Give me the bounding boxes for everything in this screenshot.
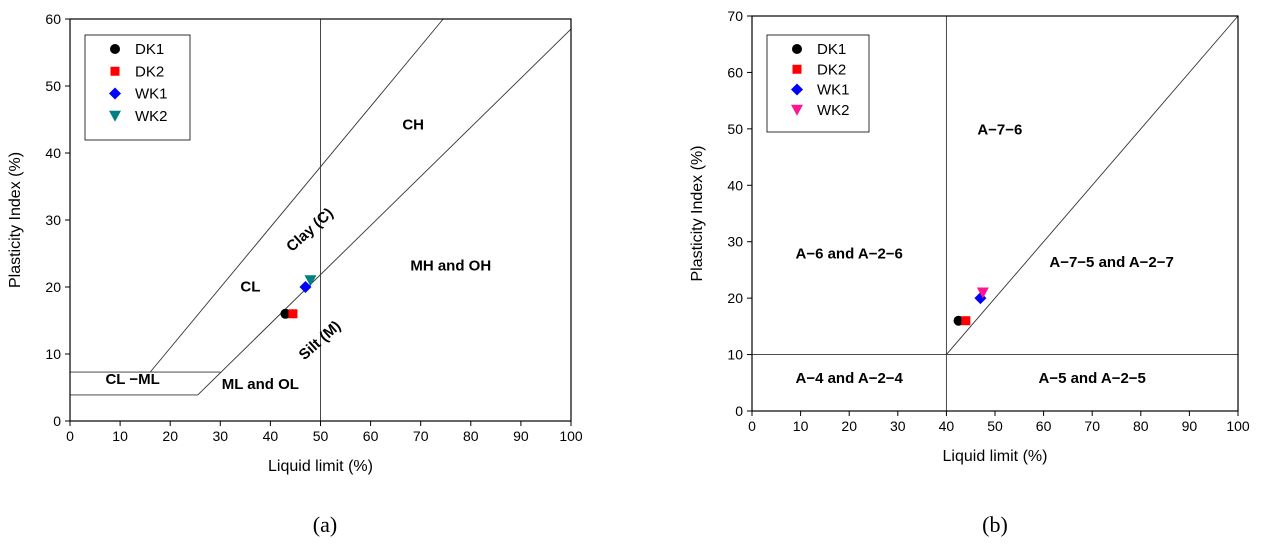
y-tick-label: 10 xyxy=(727,347,743,363)
y-axis-label: Plasticity Index (%) xyxy=(7,152,24,288)
panel-caption: (b) xyxy=(982,512,1008,537)
legend-marker xyxy=(109,87,121,100)
y-tick-label: 30 xyxy=(45,212,61,228)
data-point xyxy=(976,287,989,299)
data-point xyxy=(288,309,298,319)
y-tick-label: 10 xyxy=(45,346,61,362)
region-label: CH xyxy=(402,117,424,134)
legend-marker xyxy=(792,44,802,54)
x-tick-label: 60 xyxy=(363,428,379,444)
region-label: Silt (M) xyxy=(296,318,345,364)
x-tick-label: 10 xyxy=(793,418,809,434)
boundary-line-1 xyxy=(197,28,572,396)
x-tick-label: 70 xyxy=(1084,418,1100,434)
legend-marker xyxy=(110,44,120,54)
legend-box xyxy=(84,34,191,141)
region-label: ML and OL xyxy=(222,376,299,393)
y-tick-label: 40 xyxy=(727,177,743,193)
x-tick-label: 50 xyxy=(987,418,1003,434)
y-tick-label: 20 xyxy=(727,290,743,306)
x-axis-label: Liquid limit (%) xyxy=(268,458,373,475)
data-point xyxy=(961,316,971,326)
x-axis-label: Liquid limit (%) xyxy=(943,448,1048,465)
boundary-line-2 xyxy=(946,15,1239,355)
y-tick-label: 20 xyxy=(45,279,61,295)
legend-label: DK2 xyxy=(135,63,164,80)
legend-label: DK2 xyxy=(817,61,846,78)
legend-marker xyxy=(791,104,803,116)
chart-panel-a: 0 10 20 30 40 50 60 70 80 90 100 0 10 20 30 40 50 60 Liqui… xyxy=(7,11,583,537)
data-point xyxy=(953,315,964,326)
y-tick-label: 50 xyxy=(45,78,61,94)
x-tick-label: 80 xyxy=(1133,418,1149,434)
x-tick-label: 40 xyxy=(263,428,279,444)
region-label: A−7−6 xyxy=(977,122,1022,139)
region-label: A−4 and A−2−4 xyxy=(795,370,903,387)
y-axis-label: Plasticity Index (%) xyxy=(689,145,706,281)
region-label: A−6 and A−2−6 xyxy=(795,246,902,263)
y-tick-label: 50 xyxy=(727,121,743,137)
legend-marker xyxy=(110,66,120,76)
x-tick-label: 40 xyxy=(939,418,955,434)
legend-marker xyxy=(792,64,802,74)
legend-box xyxy=(766,34,870,133)
legend-marker xyxy=(791,83,803,96)
x-tick-label: 50 xyxy=(313,428,329,444)
legend-label: DK1 xyxy=(135,41,164,58)
y-tick-label: 60 xyxy=(45,11,61,27)
x-tick-label: 80 xyxy=(463,428,479,444)
legend-label: WK1 xyxy=(135,86,168,103)
region-label: A−7−5 and A−2−7 xyxy=(1049,254,1174,271)
x-tick-label: 0 xyxy=(748,418,756,434)
x-tick-label: 70 xyxy=(413,428,429,444)
x-tick-label: 20 xyxy=(162,428,178,444)
data-point xyxy=(299,281,312,293)
region-label: MH and OH xyxy=(410,257,491,274)
x-tick-label: 30 xyxy=(890,418,906,434)
data-point xyxy=(304,275,317,287)
region-label: CL xyxy=(240,279,260,296)
x-tick-label: 90 xyxy=(1182,418,1198,434)
legend-label: WK2 xyxy=(817,102,850,119)
x-tick-label: 30 xyxy=(213,428,229,444)
region-label: A−5 and A−2−5 xyxy=(1038,370,1145,387)
y-tick-label: 0 xyxy=(53,413,61,429)
region-label: Clay (C) xyxy=(283,205,337,256)
legend-label: DK1 xyxy=(817,41,846,58)
data-point xyxy=(280,308,291,319)
legend-marker xyxy=(109,110,121,122)
x-tick-label: 60 xyxy=(1036,418,1052,434)
y-tick-label: 70 xyxy=(727,8,743,24)
legend-label: WK1 xyxy=(817,82,850,99)
boundary-line-0 xyxy=(149,18,444,373)
x-tick-label: 90 xyxy=(513,428,529,444)
x-tick-label: 100 xyxy=(1226,418,1250,434)
x-tick-label: 10 xyxy=(112,428,128,444)
y-tick-label: 30 xyxy=(727,234,743,250)
x-tick-label: 20 xyxy=(841,418,857,434)
panel-caption: (a) xyxy=(313,512,337,537)
legend-label: WK2 xyxy=(135,108,168,125)
y-tick-label: 60 xyxy=(727,64,743,80)
region-label: CL −ML xyxy=(105,371,159,388)
y-tick-label: 40 xyxy=(45,145,61,161)
y-tick-label: 0 xyxy=(735,403,743,419)
x-tick-label: 100 xyxy=(559,428,583,444)
chart-panel-b: 0 10 20 30 40 50 60 70 80 90 100 0 10 20 30 40 50 60 70 Liq… xyxy=(689,8,1250,537)
x-tick-label: 0 xyxy=(66,428,74,444)
